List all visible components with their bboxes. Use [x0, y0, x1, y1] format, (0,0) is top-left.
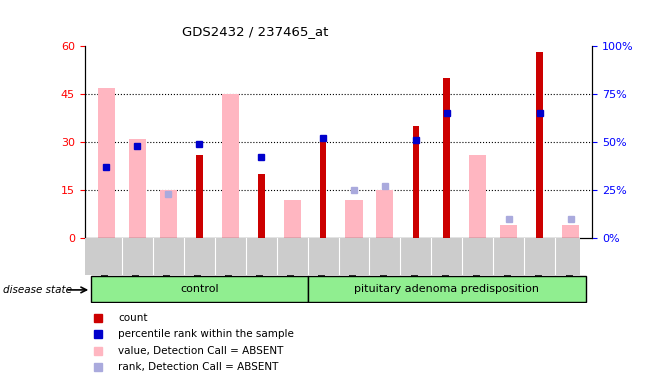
Bar: [129, 139, 146, 238]
Bar: [443, 78, 450, 238]
Text: GDS2432 / 237465_at: GDS2432 / 237465_at: [182, 25, 329, 38]
Text: control: control: [180, 284, 219, 294]
Bar: [320, 139, 326, 238]
Bar: [469, 155, 486, 238]
Bar: [98, 88, 115, 238]
Text: rank, Detection Call = ABSENT: rank, Detection Call = ABSENT: [118, 362, 279, 372]
Bar: [196, 155, 202, 238]
Bar: [501, 225, 518, 238]
Bar: [413, 126, 419, 238]
Bar: [284, 200, 301, 238]
Text: count: count: [118, 313, 148, 323]
Bar: [159, 190, 176, 238]
Bar: [562, 225, 579, 238]
Text: percentile rank within the sample: percentile rank within the sample: [118, 329, 294, 339]
Bar: [536, 53, 543, 238]
Bar: [258, 174, 264, 238]
Bar: [376, 190, 393, 238]
Text: pituitary adenoma predisposition: pituitary adenoma predisposition: [354, 284, 540, 294]
Text: disease state: disease state: [3, 285, 72, 295]
FancyBboxPatch shape: [91, 276, 307, 302]
FancyBboxPatch shape: [307, 276, 586, 302]
Text: value, Detection Call = ABSENT: value, Detection Call = ABSENT: [118, 346, 284, 356]
Bar: [221, 94, 239, 238]
Bar: [346, 200, 363, 238]
